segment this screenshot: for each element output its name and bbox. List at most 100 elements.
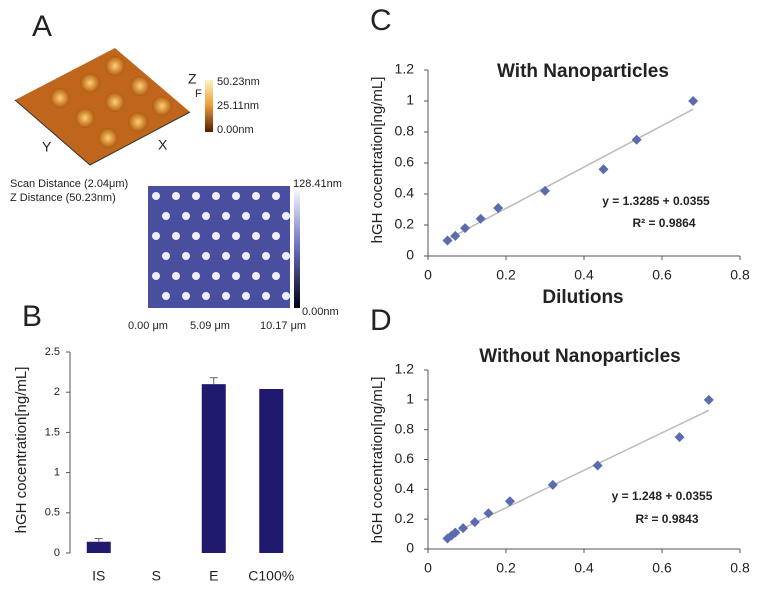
- scale-label: 50.23nm: [217, 76, 260, 88]
- point: [540, 185, 550, 196]
- chart-title: Without Nanoparticles: [479, 346, 680, 367]
- scale-label: 128.41nm: [293, 178, 342, 190]
- afm-dot: [212, 272, 220, 280]
- annotation: R² = 0.9864: [632, 216, 695, 230]
- afm-dot: [252, 192, 260, 200]
- annotation: y = 1.3285 + 0.0355: [602, 194, 710, 208]
- y-axis-label: hGH cocentration[ng/mL]: [369, 77, 386, 244]
- afm-dot: [172, 272, 180, 280]
- scale-label: 0.00nm: [217, 124, 254, 136]
- trend-line: [447, 108, 694, 241]
- annotation: R² = 0.9843: [635, 512, 698, 526]
- x-tick-label: 0.6: [652, 267, 672, 283]
- x-tick-label: C100%: [248, 568, 294, 584]
- y-axis-label: hGH cocentration[ng/mL]: [13, 367, 30, 534]
- afm-dot: [162, 252, 170, 260]
- x-tick-label: IS: [92, 568, 105, 584]
- y-tick-label: 2: [54, 386, 60, 398]
- x-tick-label: 0.8: [730, 267, 750, 283]
- afm-dot: [162, 292, 170, 300]
- afm-dot: [262, 252, 270, 260]
- afm-dot: [242, 292, 250, 300]
- panel-letter: C: [370, 4, 392, 37]
- scale-label: 25.11nm: [217, 100, 259, 112]
- afm-dot: [192, 232, 200, 240]
- y-tick-label: 2.5: [45, 346, 60, 358]
- y-tick-label: 0.4: [395, 185, 415, 201]
- panel-letter: A: [32, 10, 52, 43]
- afm-dot: [282, 252, 290, 260]
- x-axis-label: Dilutions: [542, 287, 623, 308]
- x-tick-label: 0.4: [574, 560, 594, 576]
- afm-surface: [15, 48, 190, 165]
- point: [483, 508, 494, 519]
- point: [703, 394, 714, 405]
- x-tick-label: 0.6: [652, 560, 672, 576]
- afm-dot: [182, 292, 190, 300]
- afm-dot: [222, 292, 230, 300]
- bar: [259, 388, 284, 553]
- point: [504, 496, 515, 507]
- afm-axes: [14, 99, 191, 166]
- panel-letter: B: [22, 300, 42, 333]
- afm-dot: [272, 232, 280, 240]
- afm-dot: [222, 212, 230, 220]
- afm-dot: [242, 212, 250, 220]
- afm-dot: [262, 212, 270, 220]
- x-tick-label: E: [209, 568, 218, 584]
- point: [631, 134, 642, 145]
- x-tick-label: 0.4: [574, 267, 594, 283]
- afm-dot: [232, 232, 240, 240]
- afm-dot: [192, 272, 200, 280]
- point: [493, 202, 504, 213]
- point: [450, 527, 461, 538]
- afm-dot: [252, 232, 260, 240]
- axis-label: Y: [42, 139, 52, 155]
- afm-dot: [202, 292, 210, 300]
- afm-dot: [152, 272, 160, 280]
- y-tick-label: 0.8: [395, 123, 415, 139]
- scale-label: 0.00nm: [302, 306, 339, 318]
- bar: [201, 384, 226, 553]
- y-tick-label: 0.6: [395, 450, 415, 466]
- point: [674, 432, 685, 443]
- map-x-label: 0.00 μm: [128, 320, 168, 332]
- x-tick-label: 0.2: [496, 560, 516, 576]
- point: [688, 96, 699, 106]
- afm-dot: [172, 192, 180, 200]
- y-tick-label: 0.5: [45, 507, 60, 519]
- point: [475, 213, 486, 224]
- afm-dot: [172, 232, 180, 240]
- y-tick-label: 0: [406, 540, 414, 556]
- map-x-label: 10.17 μm: [260, 320, 306, 332]
- afm-dot: [162, 212, 170, 220]
- afm-dot: [222, 252, 230, 260]
- panel-letter: D: [370, 304, 392, 337]
- y-tick-label: 0: [406, 247, 414, 263]
- y-tick-label: 0.8: [395, 420, 415, 436]
- map-colorbar: [294, 186, 300, 308]
- y-tick-label: 0: [54, 547, 60, 559]
- afm-bumps: [50, 56, 172, 148]
- y-tick-label: 1.2: [395, 61, 415, 77]
- scan-distance: Scan Distance (2.04μm): [10, 178, 128, 190]
- y-tick-label: 1: [406, 391, 414, 407]
- afm-map: [148, 186, 290, 308]
- afm-dot: [212, 232, 220, 240]
- afm-dot: [182, 212, 190, 220]
- afm-dot: [152, 192, 160, 200]
- point: [450, 230, 461, 241]
- afm-dot: [202, 252, 210, 260]
- y-tick-label: 1.2: [395, 361, 415, 377]
- y-tick-label: 1: [406, 92, 414, 108]
- afm-dot: [202, 212, 210, 220]
- chart-title: With Nanoparticles: [497, 61, 669, 82]
- afm-dot: [272, 192, 280, 200]
- map-x-label: 5.09 μm: [190, 320, 230, 332]
- afm-dot: [282, 212, 290, 220]
- axis-label: F: [195, 88, 202, 100]
- x-tick-label: 0: [424, 267, 432, 283]
- afm-dot: [272, 272, 280, 280]
- point: [547, 479, 558, 490]
